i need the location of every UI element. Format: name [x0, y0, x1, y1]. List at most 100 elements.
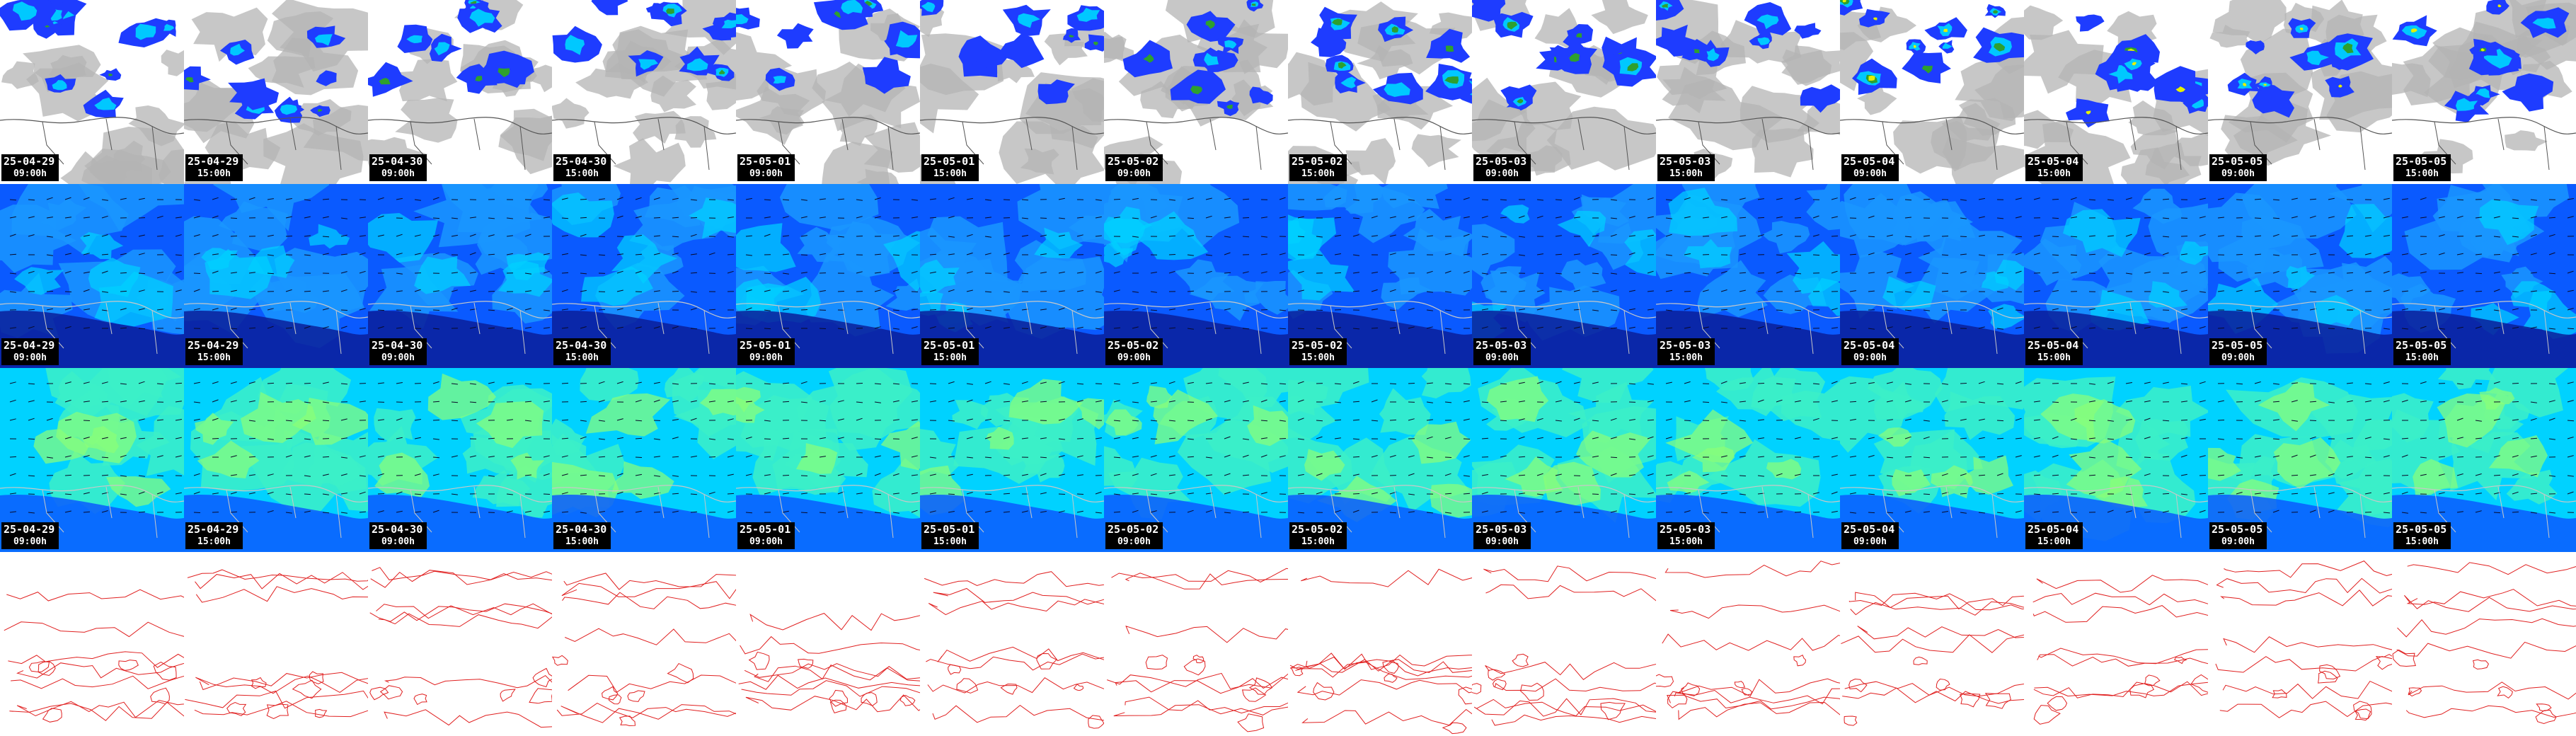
- timestamp-time: 15:00h: [1301, 352, 1335, 363]
- map-panel-precip-cloud: 25-05-02 15:00h: [1288, 0, 1472, 184]
- map-field-graphic: [1472, 552, 1656, 736]
- map-panel-precip-cloud: 25-05-04 15:00h: [2024, 0, 2208, 184]
- map-field-graphic: [2208, 184, 2392, 368]
- map-panel-field-b: 25-05-03 15:00h: [1656, 368, 1840, 552]
- timestamp-date: 25-05-03: [1476, 155, 1527, 168]
- map-field-graphic: [368, 0, 552, 184]
- map-field-graphic: [2024, 368, 2208, 552]
- timestamp-date: 25-04-29: [188, 523, 239, 536]
- timestamp-time: 15:00h: [933, 536, 967, 547]
- timestamp-time: 09:00h: [749, 168, 783, 179]
- timestamp-label: 25-05-03 15:00h: [1657, 154, 1715, 181]
- timestamp-time: 09:00h: [13, 168, 47, 179]
- timestamp-label: 25-05-04 09:00h: [1841, 338, 1899, 365]
- map-panel-precip-cloud: 25-05-05 15:00h: [2392, 0, 2576, 184]
- map-field-graphic: [1656, 184, 1840, 368]
- map-panel-precip-cloud: 25-05-04 09:00h: [1840, 0, 2024, 184]
- map-field-graphic: [1104, 552, 1288, 736]
- timestamp-time: 15:00h: [2405, 168, 2439, 179]
- timestamp-label: 25-05-03 09:00h: [1473, 154, 1531, 181]
- map-field-graphic: [1288, 0, 1472, 184]
- timestamp-date: 25-05-04: [2028, 339, 2079, 352]
- map-panel-contour: [184, 552, 368, 736]
- timestamp-date: 25-04-29: [188, 339, 239, 352]
- timestamp-label: 25-05-05 15:00h: [2393, 522, 2451, 549]
- map-field-graphic: [368, 184, 552, 368]
- map-panel-field-a: 25-04-30 09:00h: [368, 184, 552, 368]
- map-panel-contour: [2024, 552, 2208, 736]
- map-panel-precip-cloud: 25-04-29 15:00h: [184, 0, 368, 184]
- map-field-graphic: [368, 552, 552, 736]
- timestamp-time: 09:00h: [1117, 168, 1151, 179]
- timestamp-time: 15:00h: [1669, 536, 1703, 547]
- timestamp-time: 09:00h: [381, 536, 415, 547]
- map-panel-field-b: 25-05-04 09:00h: [1840, 368, 2024, 552]
- timestamp-time: 15:00h: [1669, 168, 1703, 179]
- timestamp-label: 25-05-05 09:00h: [2209, 154, 2267, 181]
- timestamp-label: 25-05-02 15:00h: [1289, 338, 1347, 365]
- timestamp-date: 25-05-02: [1292, 523, 1343, 536]
- timestamp-date: 25-05-04: [2028, 155, 2079, 168]
- map-panel-field-b: 25-04-30 09:00h: [368, 368, 552, 552]
- timestamp-date: 25-05-01: [924, 523, 975, 536]
- map-panel-precip-cloud: 25-05-03 09:00h: [1472, 0, 1656, 184]
- map-field-graphic: [184, 184, 368, 368]
- map-field-graphic: [920, 184, 1104, 368]
- timestamp-date: 25-04-30: [372, 339, 423, 352]
- map-field-graphic: [2392, 0, 2576, 184]
- timestamp-label: 25-05-01 09:00h: [737, 154, 795, 181]
- timestamp-date: 25-05-05: [2212, 155, 2263, 168]
- timestamp-label: 25-05-05 09:00h: [2209, 338, 2267, 365]
- map-field-graphic: [920, 552, 1104, 736]
- map-field-graphic: [736, 184, 920, 368]
- map-field-graphic: [1840, 552, 2024, 736]
- timestamp-label: 25-04-29 09:00h: [1, 154, 59, 181]
- map-panel-field-a: 25-04-29 09:00h: [0, 184, 184, 368]
- map-field-graphic: [1472, 368, 1656, 552]
- map-field-graphic: [1656, 0, 1840, 184]
- map-field-graphic: [1104, 368, 1288, 552]
- timestamp-time: 15:00h: [2037, 536, 2071, 547]
- map-field-graphic: [1656, 552, 1840, 736]
- map-field-graphic: [2392, 552, 2576, 736]
- timestamp-date: 25-05-04: [1844, 339, 1895, 352]
- timestamp-time: 15:00h: [2405, 536, 2439, 547]
- map-panel-contour: [736, 552, 920, 736]
- timestamp-time: 09:00h: [749, 352, 783, 363]
- map-panel-field-b: 25-04-29 09:00h: [0, 368, 184, 552]
- map-panel-contour: [368, 552, 552, 736]
- timestamp-time: 09:00h: [381, 352, 415, 363]
- map-panel-contour: [0, 552, 184, 736]
- map-field-graphic: [2392, 184, 2576, 368]
- timestamp-label: 25-04-30 15:00h: [553, 338, 611, 365]
- timestamp-time: 09:00h: [1485, 536, 1519, 547]
- timestamp-label: 25-04-30 09:00h: [369, 522, 427, 549]
- map-field-graphic: [2024, 184, 2208, 368]
- timestamp-time: 09:00h: [1853, 536, 1887, 547]
- timestamp-time: 09:00h: [1117, 536, 1151, 547]
- timestamp-label: 25-04-29 15:00h: [185, 338, 243, 365]
- timestamp-label: 25-05-01 09:00h: [737, 522, 795, 549]
- map-field-graphic: [0, 0, 184, 184]
- timestamp-date: 25-05-03: [1476, 339, 1527, 352]
- timestamp-time: 09:00h: [1117, 352, 1151, 363]
- timestamp-date: 25-05-02: [1108, 155, 1159, 168]
- timestamp-time: 15:00h: [933, 352, 967, 363]
- map-field-graphic: [0, 552, 184, 736]
- map-panel-field-a: 25-04-30 15:00h: [552, 184, 736, 368]
- map-panel-field-b: 25-05-03 09:00h: [1472, 368, 1656, 552]
- timestamp-date: 25-04-30: [372, 155, 423, 168]
- map-panel-field-b: 25-05-02 09:00h: [1104, 368, 1288, 552]
- timestamp-time: 15:00h: [565, 168, 599, 179]
- map-panel-precip-cloud: 25-05-05 09:00h: [2208, 0, 2392, 184]
- map-field-graphic: [736, 552, 920, 736]
- map-panel-contour: [920, 552, 1104, 736]
- timestamp-time: 09:00h: [381, 168, 415, 179]
- timestamp-label: 25-05-02 15:00h: [1289, 522, 1347, 549]
- timestamp-label: 25-05-04 09:00h: [1841, 154, 1899, 181]
- map-field-graphic: [736, 0, 920, 184]
- timestamp-time: 15:00h: [2405, 352, 2439, 363]
- map-panel-field-a: 25-05-05 09:00h: [2208, 184, 2392, 368]
- timestamp-label: 25-05-05 09:00h: [2209, 522, 2267, 549]
- map-panel-precip-cloud: 25-05-02 09:00h: [1104, 0, 1288, 184]
